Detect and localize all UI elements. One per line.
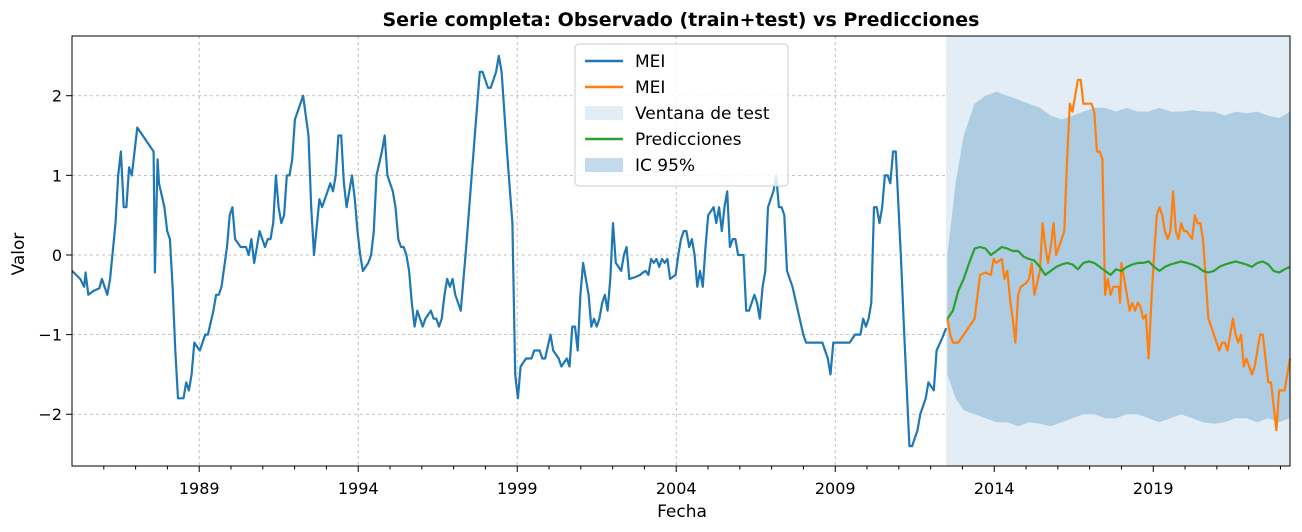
x-axis: 1989 1994 1999 2004 2009 2014 2019: [103, 466, 1281, 498]
chart-title: Serie completa: Observado (train+test) v…: [383, 9, 980, 31]
legend-box: [574, 43, 789, 187]
legend: MEI MEI Ventana de test Predicciones IC 95%: [574, 43, 789, 187]
legend-label-1: MEI: [635, 78, 665, 98]
x-tick-label-1999: 1999: [497, 479, 538, 498]
legend-label-4: IC 95%: [635, 156, 695, 176]
plot-frame: [71, 35, 1291, 467]
legend-label-2: Ventana de test: [635, 104, 770, 124]
x-tick-label-2004: 2004: [656, 479, 697, 498]
bands: [946, 36, 1290, 466]
x-tick-label-1994: 1994: [338, 479, 379, 498]
legend-swatch-2: [585, 106, 623, 120]
legend-swatch-4: [585, 158, 623, 172]
y-tick-label-1: 1: [52, 166, 62, 185]
x-tick-label-2014: 2014: [974, 479, 1015, 498]
y-axis-label: Valor: [9, 233, 29, 276]
y-tick-label--1: −1: [38, 326, 62, 345]
x-axis-label: Fecha: [657, 502, 707, 522]
series-line-pred: [946, 245, 1291, 320]
y-axis: −2 −1 0 1 2: [38, 87, 72, 424]
legend-label-3: Predicciones: [635, 130, 742, 150]
series-line-test: [946, 78, 1292, 432]
axes-frame: [71, 35, 1291, 467]
legend-label-0: MEI: [635, 52, 665, 72]
x-tick-label-2009: 2009: [815, 479, 856, 498]
x-tick-label-1989: 1989: [179, 479, 220, 498]
x-tick-label-2019: 2019: [1133, 479, 1174, 498]
y-tick-label-2: 2: [52, 87, 62, 106]
ci-band: [947, 91, 1290, 427]
y-tick-label-0: 0: [52, 246, 62, 265]
y-tick-label--2: −2: [38, 405, 62, 424]
